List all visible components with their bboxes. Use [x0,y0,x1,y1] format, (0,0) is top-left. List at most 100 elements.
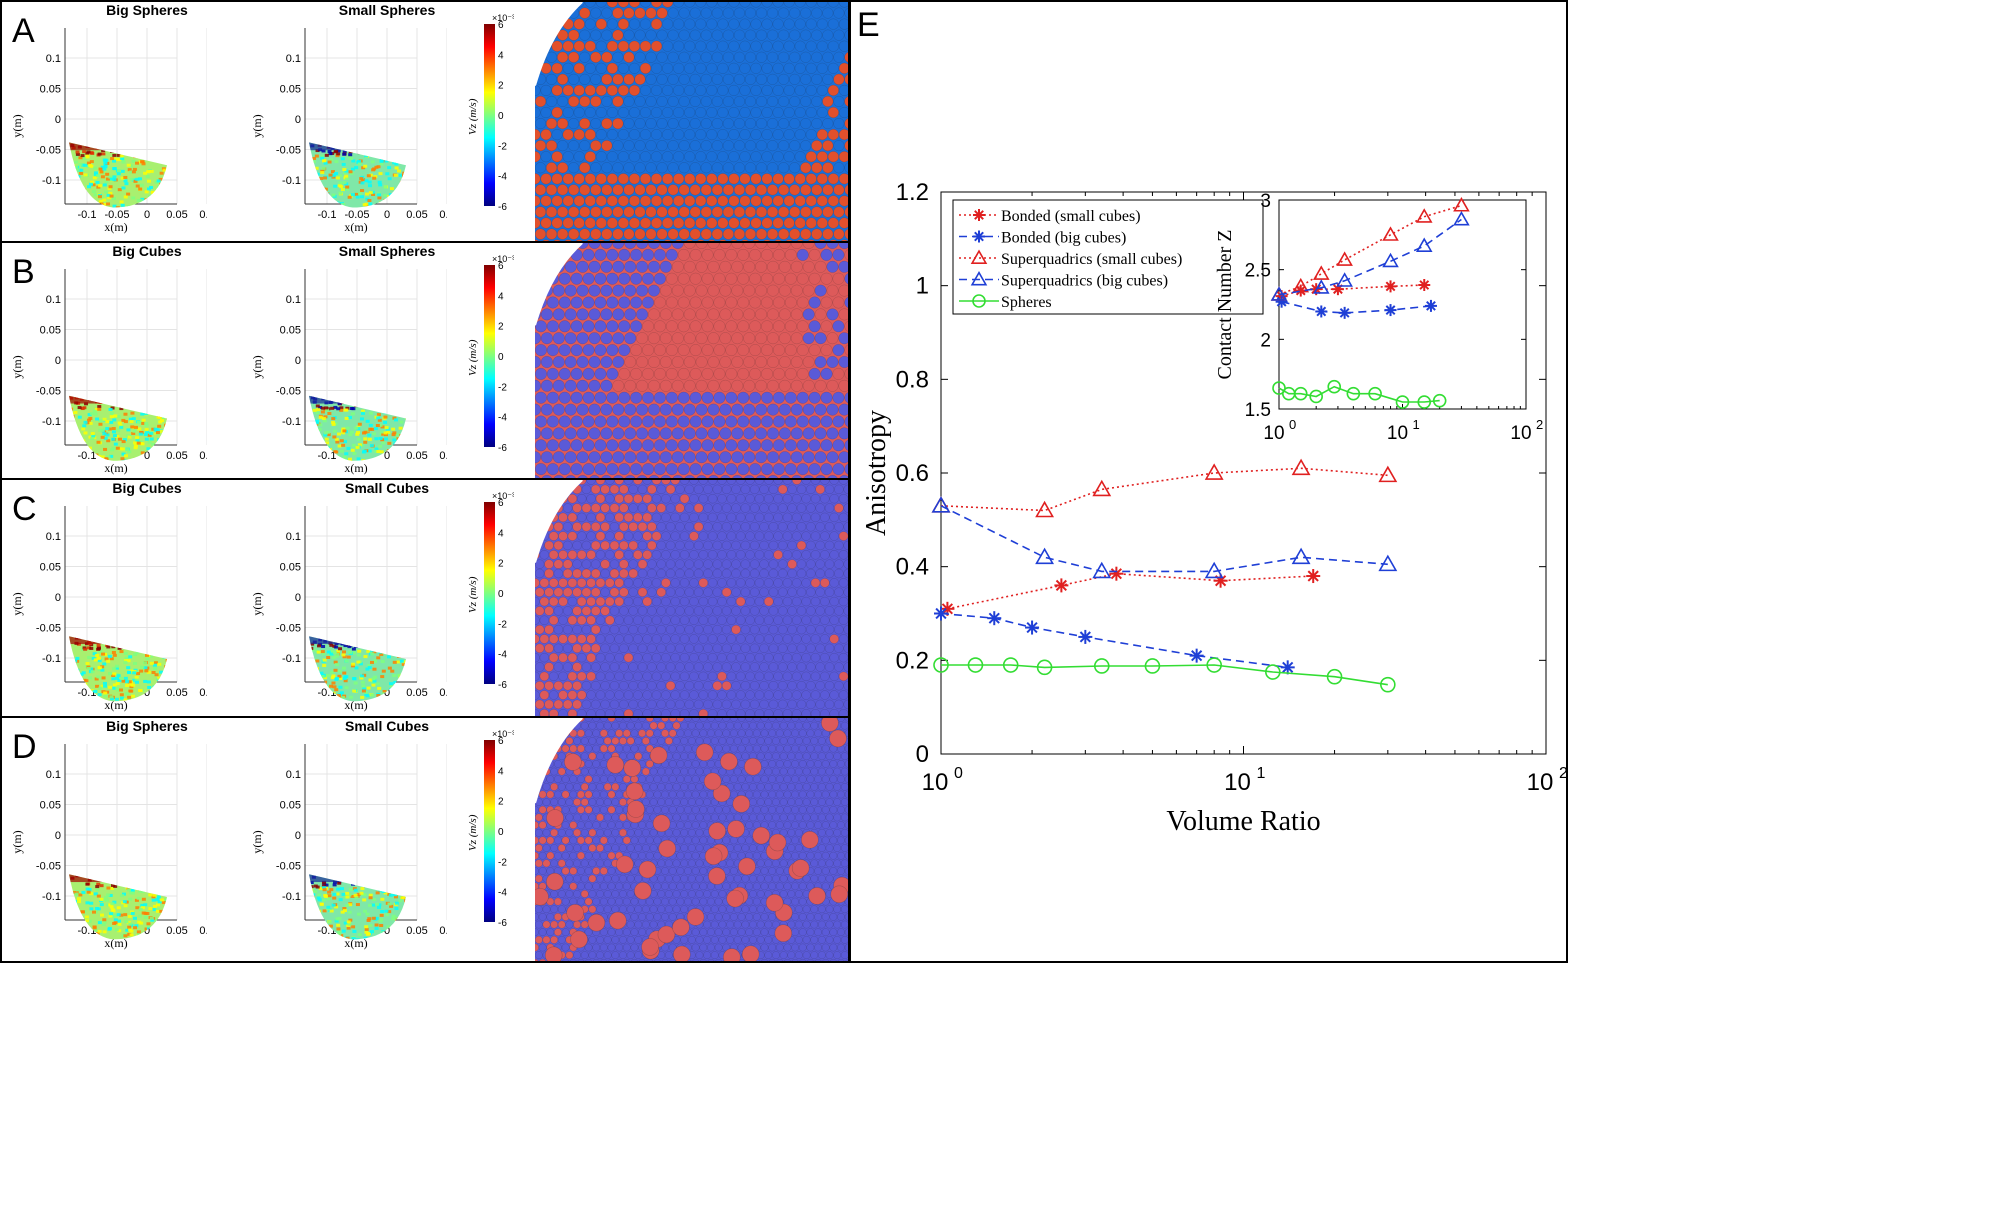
inset-series-4 [1272,379,1447,409]
mini-velocity-plot: -0.1-0.0500.050.10.10.050-0.05-0.1x(m)y(… [250,269,447,475]
y-tick-label: 0 [55,355,61,367]
panel-row-d: D Big Spheres -0.1 -0.05 0 0.05 0.1 0.1 0.05 0 -0.… [0,716,850,963]
y-tick-label: -0.1 [282,653,301,665]
mini-plot-title: Big Cubes [112,480,182,496]
y-tick-label: 0.05 [40,800,61,812]
y-tick-label: -0.05 [36,386,61,398]
colorbar-tick: 6 [498,261,504,272]
y-tick-label: 0 [55,830,61,842]
y-tick-label: 0.05 [40,562,61,574]
y-tick-label: -0.1 [282,175,301,187]
x-tick-label: -0.1 [78,209,97,221]
y-tick-label: 0.05 [280,800,301,812]
y-axis-label: y(m) [10,592,24,615]
mini-velocity-plot: -0.1-0.0500.050.10.10.050-0.05-0.1x(m)y(… [10,506,207,712]
x-tick-label: 0 [384,687,390,699]
panel-e: E 0 0.2 0.4 0.6 0.8 1 1.2 10 0 10 1 10 2 Volume Ratio… [849,0,1568,963]
data-point-triangle [931,496,951,513]
inset-x-tick-exponent: 2 [1536,417,1543,432]
data-point-star [1315,305,1328,318]
inset-x-tick-label: 10 [1387,423,1408,444]
colorbar: 6 4 2 0 -2 -4 -6 ×10⁻³ Vz (m/s) [467,254,514,454]
data-point-star [987,611,1002,626]
y-tick-label: 0.2 [896,647,929,674]
x-tick-label: -0.1 [318,450,337,462]
data-point-circle [1346,386,1361,401]
y-tick-label: 0.1 [286,769,301,781]
data-point-circle [967,657,984,673]
y-axis-label: y(m) [250,114,264,137]
y-axis-label: Anisotropy [861,410,892,536]
y-tick-label: -0.05 [36,623,61,635]
y-tick-label: 0.05 [280,562,301,574]
colorbar-tick: 4 [498,291,504,302]
y-tick-label: 0.6 [896,460,929,487]
x-tick-label: 0.05 [406,450,427,462]
y-tick-label: -0.05 [276,623,301,635]
colorbar-tick: -2 [498,619,507,630]
data-point-star [1054,578,1069,593]
colorbar-tick: -2 [498,141,507,152]
y-axis-label: y(m) [250,592,264,615]
mini-plot-title: Small Cubes [344,718,430,734]
data-point-star [1424,299,1437,312]
y-tick-label: -0.1 [282,891,301,903]
x-tick-label: 0 [384,450,390,462]
colorbar-tick: -4 [498,172,507,183]
legend-entry: Bonded (big cubes) [959,230,1126,247]
x-tick-label: 0.1 [439,209,447,221]
data-point-star [1338,306,1351,319]
y-tick-label: -0.1 [42,891,61,903]
y-tick-label: 0.1 [286,294,301,306]
x-tick-label: -0.1 [318,209,337,221]
y-tick-label: 0.05 [280,84,301,96]
inset-series-1 [1275,295,1437,319]
data-point-star [1384,304,1397,317]
main-series-1 [934,606,1295,675]
data-point-triangle [1415,208,1433,223]
y-tick-label: 0 [295,592,301,604]
colorbar-tick: 6 [498,20,504,31]
mini-velocity-plot: -0.1-0.0500.050.10.10.050-0.05-0.1x(m)y(… [250,744,447,950]
x-tick-label: 0.05 [406,209,427,221]
x-tick-label: 0.1 [439,925,447,937]
mini-velocity-plot: -0.1-0.0500.050.10.10.050-0.05-0.1x(m)y(… [250,506,447,712]
x-tick-label: -0.05 [104,209,129,221]
x-tick-label: 0 [384,925,390,937]
x-tick-label: 0 [144,209,150,221]
colorbar-tick: 2 [498,797,504,808]
main-series-3 [931,496,1398,579]
data-point-triangle [1336,251,1353,266]
data-point-star [1025,620,1040,635]
data-point-circle [1417,395,1432,409]
y-tick-label: 0.1 [46,53,61,65]
legend-entry: Superquadrics (small cubes) [959,249,1182,268]
x-axis-label: x(m) [344,698,367,712]
y-tick-label: 1.2 [896,179,929,206]
colorbar-gradient [484,740,495,922]
panel-letter: A [12,12,35,50]
data-point-circle [1144,658,1161,674]
inset-y-tick-label: 1.5 [1245,400,1271,421]
data-point-star [1078,629,1093,644]
x-tick-label: 0.1 [199,925,207,937]
data-point-triangle [1204,561,1224,579]
colorbar-tick: 4 [498,528,504,539]
x-axis-label: x(m) [344,220,367,234]
x-tick-label: 0 [144,687,150,699]
x-tick-label: 0 [384,209,390,221]
x-tick-label: 10 [922,769,949,796]
data-point-circle [1395,395,1410,409]
x-tick-exponent: 0 [954,765,963,782]
data-point-triangle [1035,500,1055,518]
data-point-circle [1206,657,1222,673]
x-tick-label: 0.05 [166,687,187,699]
data-point-circle [1380,676,1396,693]
y-tick-label: -0.05 [36,145,61,157]
data-point-circle [933,657,949,673]
data-point-triangle [970,249,988,264]
data-point-triangle [1382,252,1399,268]
y-tick-label: -0.05 [36,861,61,873]
colorbar: 6 4 2 0 -2 -4 -6 ×10⁻³ Vz (m/s) [467,729,514,929]
mini-velocity-plot: -0.1-0.0500.050.10.10.050-0.05-0.1x(m)y(… [10,28,207,234]
